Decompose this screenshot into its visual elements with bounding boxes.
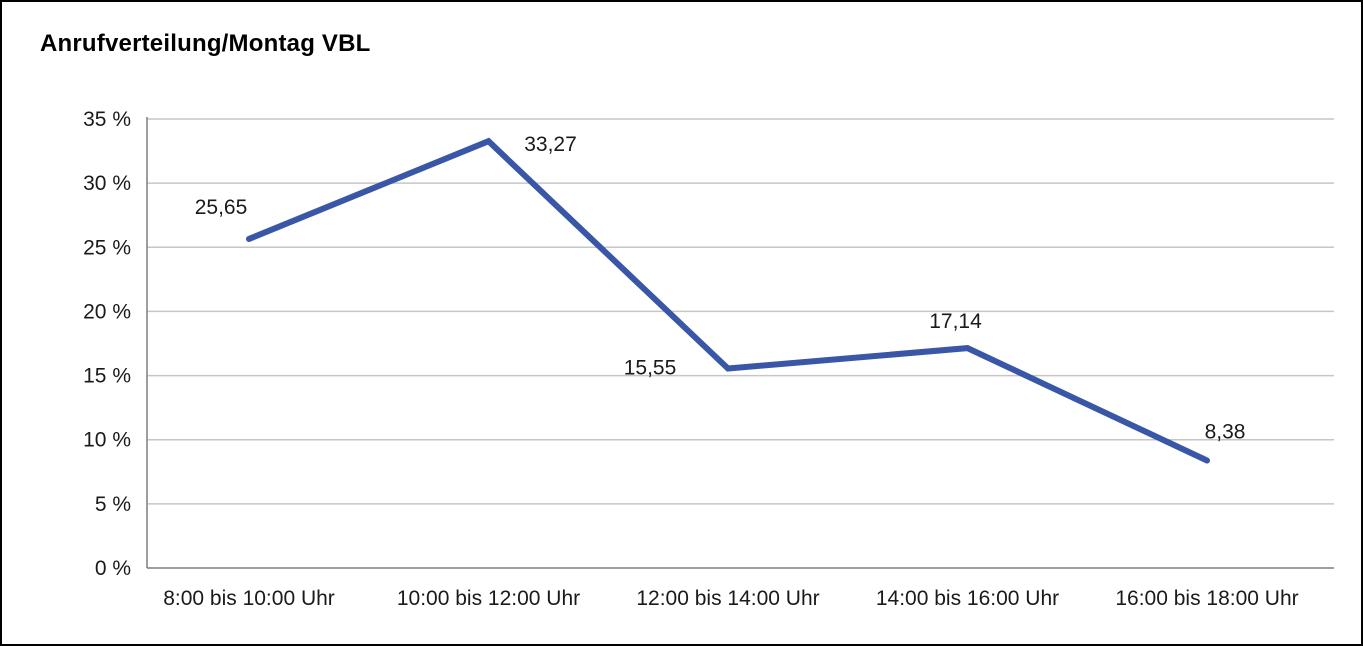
y-tick-label: 10 % (83, 429, 131, 452)
data-point-label: 25,65 (195, 196, 248, 219)
y-tick-label: 30 % (83, 172, 131, 195)
data-point-label: 33,27 (524, 133, 577, 156)
data-point-label: 15,55 (624, 357, 677, 380)
data-point-label: 17,14 (929, 310, 982, 333)
y-tick-label: 0 % (95, 557, 131, 580)
y-tick-label: 5 % (95, 493, 131, 516)
x-tick-label: 16:00 bis 18:00 Uhr (1115, 587, 1298, 610)
chart-title: Anrufverteilung/Montag VBL (40, 30, 371, 57)
x-tick-label: 12:00 bis 14:00 Uhr (636, 587, 819, 610)
data-series-line (246, 137, 1210, 464)
x-tick-label: 8:00 bis 10:00 Uhr (163, 587, 335, 610)
y-tick-label: 20 % (83, 300, 131, 323)
y-tick-label: 15 % (83, 365, 131, 388)
data-point-label: 8,38 (1205, 420, 1246, 443)
x-tick-label: 10:00 bis 12:00 Uhr (397, 587, 580, 610)
x-tick-label: 14:00 bis 16:00 Uhr (876, 587, 1059, 610)
y-tick-label: 25 % (83, 236, 131, 259)
y-tick-label: 35 % (83, 108, 131, 131)
